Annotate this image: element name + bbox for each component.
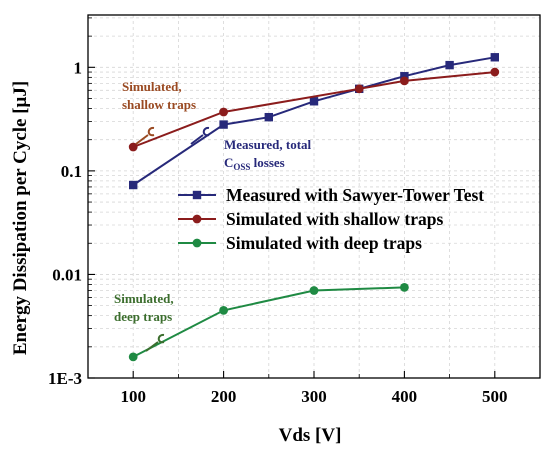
x-tick-label: 100 [120,387,146,406]
legend-item: Measured with Sawyer-Tower Test [178,185,484,205]
axes: 100 200 300 400 500 1E-3 0.01 0.1 1 [48,14,541,406]
legend-item: Simulated with shallow traps [178,209,444,229]
series-line [132,286,405,358]
annotation-measured-line1: Measured, total [224,137,312,152]
data-point [400,76,409,86]
x-tick-label: 400 [392,387,418,406]
series-layer [128,53,500,362]
legend: Measured with Sawyer-Tower Test Simulated… [178,185,484,253]
annotation-deep-line1: Simulated, [114,291,174,306]
annotation-deep-line2: deep traps [114,309,172,324]
legend-item: Simulated with deep traps [178,233,422,253]
legend-items: Measured with Sawyer-Tower Test Simulated… [178,185,484,253]
series-2 [128,67,500,152]
legend-label: Simulated with shallow traps [226,209,444,229]
data-point [400,72,409,81]
y-tick-label: 0.1 [61,162,82,181]
annotation-pointer [145,333,165,352]
data-point [490,67,500,77]
x-tick-label: 200 [211,387,237,406]
data-point [219,305,229,315]
annotation-pointer [135,126,155,145]
data-point [219,107,229,117]
data-point [192,238,202,248]
y-tick-label: 1 [74,58,83,77]
data-point [192,190,202,200]
data-point [490,53,499,62]
data-point [445,60,454,70]
data-point [309,97,319,106]
data-point [192,214,202,224]
x-axis-title: Vds [V] [279,425,342,446]
data-point [264,112,273,122]
data-point [400,282,409,292]
data-point [219,120,228,129]
legend-label: Measured with Sawyer-Tower Test [226,185,484,205]
series-line [132,56,495,186]
annotations: Simulated, shallow traps Measured, total CO… [114,79,312,352]
y-axis-title: Energy Dissipation per Cycle [μJ] [10,81,31,355]
data-point [128,142,138,152]
data-point [309,286,319,295]
x-tick-label: 500 [482,387,508,406]
y-tick-label: 0.01 [52,265,82,284]
legend-label: Simulated with deep traps [226,233,422,253]
x-tick-label: 300 [301,387,327,406]
annotation-measured-line2: COSS losses [224,155,285,172]
data-point [129,180,138,190]
annotation-shallow-line1: Simulated, [122,79,182,94]
annotation-pointer [190,126,210,145]
annotation-shallow-line2: shallow traps [122,97,196,112]
y-tick-label: 1E-3 [48,369,82,388]
series-3 [128,282,409,362]
data-point [354,84,364,94]
data-point [128,352,138,362]
